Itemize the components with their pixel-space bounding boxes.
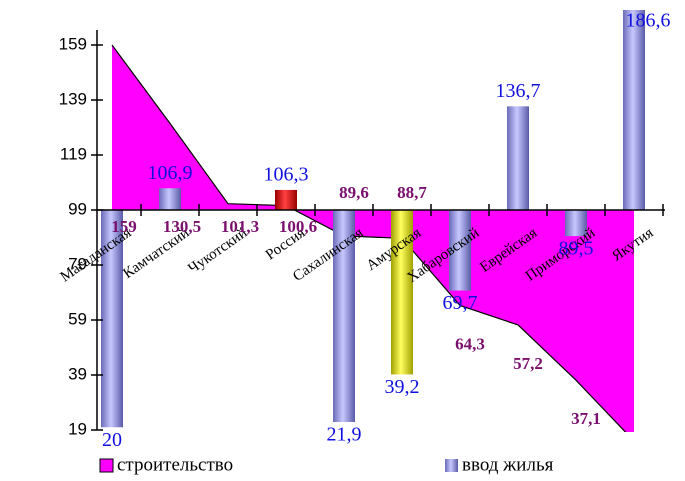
area-value-label: 101,3 (221, 217, 259, 236)
bar-value-label: 106,3 (264, 164, 309, 186)
area-value-label: 89,6 (339, 183, 369, 202)
y-tick-label: 99 (68, 199, 87, 218)
area (112, 45, 634, 432)
bar (623, 10, 645, 210)
y-tick-label: 159 (59, 34, 87, 53)
area-value-label: 88,7 (397, 183, 427, 202)
legend-label: строительство (117, 454, 233, 475)
area-value-label: 100,6 (279, 217, 317, 236)
bar-value-label: 89,5 (559, 238, 594, 260)
legend-label: ввод жилья (462, 454, 554, 475)
bar-value-label: 39,2 (385, 376, 420, 398)
plot-area (101, 10, 645, 432)
bar (275, 189, 297, 210)
y-tick-label: 139 (59, 89, 87, 108)
legend-swatch (445, 459, 458, 472)
legend-swatch (99, 458, 114, 473)
area-value-label: 37,1 (571, 409, 601, 428)
area-value-label: 159 (111, 217, 137, 236)
y-tick-label: 119 (60, 144, 87, 163)
bar-value-label: 186,6 (626, 10, 671, 32)
y-tick-label: 59 (68, 309, 87, 328)
y-tick-label: 39 (68, 364, 87, 383)
bar-value-label: 69,7 (443, 292, 478, 314)
area-value-label: 130,5 (163, 217, 201, 236)
bar-value-label: 20 (102, 429, 122, 451)
area-value-label: 64,3 (455, 334, 485, 353)
area-value-label: 57,2 (513, 354, 543, 373)
bar-value-label: 21,9 (327, 424, 362, 446)
area-line (111, 44, 627, 432)
bar (449, 210, 471, 291)
bar-value-label: 106,9 (148, 162, 193, 184)
bar (101, 210, 123, 428)
bar (333, 210, 355, 423)
y-tick-label: 19 (68, 419, 87, 438)
bar (565, 210, 587, 237)
bar (159, 188, 181, 210)
bar (507, 106, 529, 210)
y-tick-label: 79 (68, 254, 87, 273)
bar (391, 210, 413, 375)
bar-value-label: 136,7 (496, 80, 541, 102)
